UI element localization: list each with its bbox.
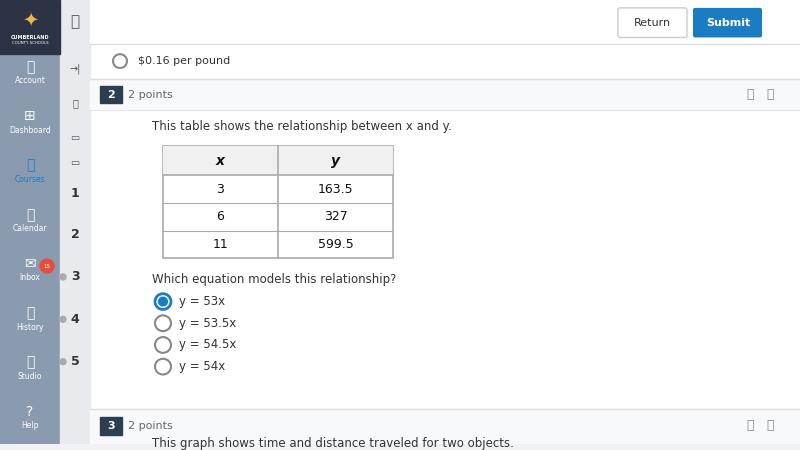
Text: ▭: ▭ — [70, 158, 80, 167]
Bar — [90, 0, 800, 45]
Text: 🕐: 🕐 — [26, 306, 34, 320]
Text: $0.16 per pound: $0.16 per pound — [138, 56, 230, 66]
Text: Which equation models this relationship?: Which equation models this relationship? — [152, 274, 396, 286]
Text: ✦: ✦ — [22, 10, 38, 29]
Text: ▭: ▭ — [70, 133, 80, 143]
Text: Dashboard: Dashboard — [9, 126, 51, 135]
FancyBboxPatch shape — [693, 8, 762, 37]
Text: 2: 2 — [70, 228, 79, 241]
Bar — [90, 409, 800, 444]
Text: y = 53.5x: y = 53.5x — [179, 317, 236, 330]
Text: History: History — [16, 323, 44, 332]
Text: 327: 327 — [324, 210, 347, 223]
Text: →|: →| — [70, 64, 81, 74]
Text: 2 points: 2 points — [128, 421, 173, 431]
Text: 1: 1 — [70, 187, 79, 200]
Text: 11: 11 — [213, 238, 228, 251]
Text: 3: 3 — [107, 421, 115, 431]
Text: 🖩: 🖩 — [746, 88, 754, 101]
Text: Return: Return — [634, 18, 670, 27]
Text: 📌: 📌 — [766, 88, 774, 101]
Bar — [163, 146, 393, 258]
Circle shape — [60, 359, 66, 365]
Circle shape — [158, 297, 167, 306]
Text: Help: Help — [22, 421, 38, 430]
Text: y = 54.5x: y = 54.5x — [179, 338, 236, 351]
Circle shape — [60, 274, 66, 280]
Text: 3: 3 — [70, 270, 79, 284]
Text: y = 53x: y = 53x — [179, 295, 225, 308]
Bar — [0, 0, 60, 444]
Text: 📌: 📌 — [766, 419, 774, 432]
Text: x: x — [216, 153, 225, 168]
Bar — [90, 45, 800, 444]
Text: 🖩: 🖩 — [746, 419, 754, 432]
Text: This graph shows time and distance traveled for two objects.: This graph shows time and distance trave… — [152, 437, 514, 450]
Text: Studio: Studio — [18, 372, 42, 381]
Text: Submit: Submit — [706, 18, 750, 27]
Text: 2: 2 — [107, 90, 115, 99]
Text: COUNTY SCHOOLS: COUNTY SCHOOLS — [12, 41, 48, 45]
Text: 🖥: 🖥 — [26, 356, 34, 370]
Text: 🚀: 🚀 — [70, 14, 79, 29]
Text: 👤: 👤 — [26, 60, 34, 74]
Circle shape — [40, 259, 54, 273]
Text: ?: ? — [26, 405, 34, 419]
Text: ✉: ✉ — [24, 257, 36, 271]
Bar — [163, 146, 393, 176]
Text: 4: 4 — [70, 313, 79, 326]
Text: 599.5: 599.5 — [318, 238, 354, 251]
Text: 3: 3 — [217, 183, 225, 196]
Text: Calendar: Calendar — [13, 224, 47, 233]
Text: 15: 15 — [43, 264, 50, 269]
Text: 📌: 📌 — [72, 99, 78, 108]
Bar — [0, 0, 60, 54]
Text: 📅: 📅 — [26, 208, 34, 222]
Bar — [100, 86, 122, 104]
Text: 2 points: 2 points — [128, 90, 173, 99]
Text: y: y — [331, 153, 340, 168]
Text: 6: 6 — [217, 210, 225, 223]
Text: 📋: 📋 — [26, 158, 34, 172]
Bar — [60, 0, 90, 444]
Text: This table shows the relationship between x and y.: This table shows the relationship betwee… — [152, 120, 452, 133]
Bar — [90, 79, 800, 110]
Text: y = 54x: y = 54x — [179, 360, 226, 373]
Text: Inbox: Inbox — [19, 274, 41, 283]
Bar — [100, 417, 122, 435]
FancyBboxPatch shape — [618, 8, 687, 37]
Text: 163.5: 163.5 — [318, 183, 354, 196]
Text: Account: Account — [14, 76, 46, 86]
Text: Courses: Courses — [14, 175, 46, 184]
Text: 5: 5 — [70, 355, 79, 368]
Circle shape — [60, 316, 66, 322]
Text: ⊞: ⊞ — [24, 109, 36, 123]
Text: CUMBERLAND: CUMBERLAND — [10, 35, 50, 40]
